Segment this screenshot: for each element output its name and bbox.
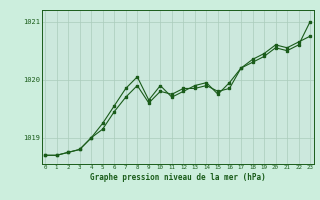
X-axis label: Graphe pression niveau de la mer (hPa): Graphe pression niveau de la mer (hPa) [90, 173, 266, 182]
